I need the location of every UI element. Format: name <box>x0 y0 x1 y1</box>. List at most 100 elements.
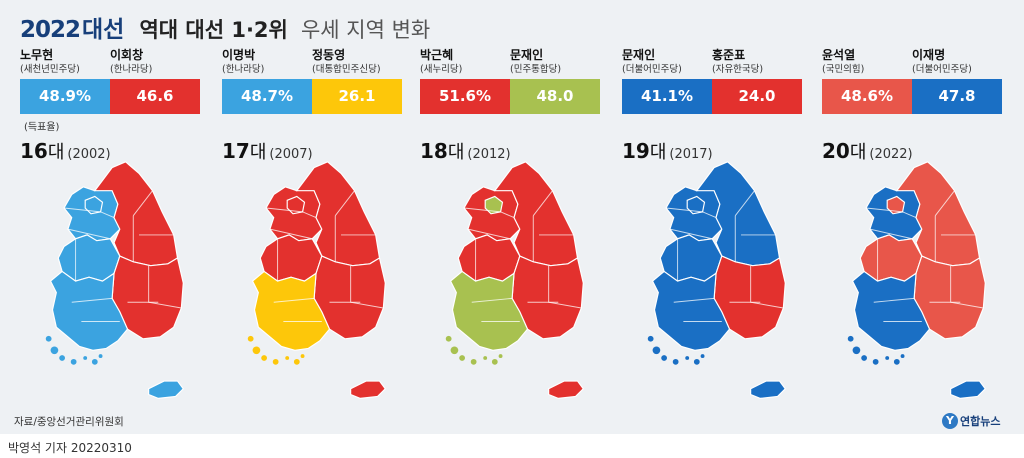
island <box>685 356 690 360</box>
island <box>852 346 861 355</box>
island <box>861 355 867 361</box>
island <box>247 335 254 342</box>
infographic-card: 2022대선 역대 대선 1·2위 우세 지역 변화 노무현 (새천년민주당) 이회… <box>0 0 1024 434</box>
korea-map-svg <box>247 161 387 399</box>
island <box>470 358 477 365</box>
second-vote-bar: 24.0 <box>712 79 802 114</box>
district-border <box>265 207 317 219</box>
election-panel: 윤석열 (국민의힘) 이재명 (더불어민주당) 48.6% 47.8 20대 (2022) <box>822 48 1002 399</box>
candidate-name: 이재명 <box>912 48 946 62</box>
election-suffix: 대 <box>47 142 65 163</box>
island <box>498 354 503 358</box>
election-year: (2002) <box>67 147 111 162</box>
first-candidate: 이명박 (한나라당) <box>222 48 312 76</box>
first-vote-bar: 48.7% <box>222 79 312 114</box>
korea-map-svg <box>45 161 185 399</box>
election-number: 16 <box>20 139 48 163</box>
korea-map <box>30 158 200 408</box>
region-southwest <box>49 270 129 351</box>
district-border <box>873 297 915 303</box>
island <box>483 356 488 360</box>
election-label: 16대 (2002) <box>20 138 111 164</box>
candidate-party: (민주통합당) <box>510 64 562 75</box>
election-number: 19 <box>622 139 650 163</box>
candidate-name: 홍준표 <box>712 48 746 62</box>
vote-share-label: 41.1% <box>640 87 694 105</box>
island <box>83 356 88 360</box>
first-vote-bar: 51.6% <box>420 79 510 114</box>
first-candidate: 박근혜 (새누리당) <box>420 48 510 76</box>
island <box>647 335 654 342</box>
candidate-party: (더불어민주당) <box>912 64 972 75</box>
island <box>91 358 98 365</box>
district-border <box>673 297 715 303</box>
page-title: 2022대선 역대 대선 1·2위 우세 지역 변화 <box>20 10 430 43</box>
district-border <box>934 190 955 216</box>
source-label: 자료/중앙선거관리위원회 <box>14 416 124 428</box>
candidate-party: (국민의힘) <box>822 64 865 75</box>
island <box>872 358 879 365</box>
island <box>885 356 890 360</box>
region-central-west <box>859 234 923 282</box>
korea-map-svg <box>847 161 987 399</box>
title-main: 역대 대선 1·2위 <box>139 18 288 42</box>
second-candidate: 정동영 (대통합민주신당) <box>312 48 402 76</box>
vote-share-label: 48.9% <box>38 87 92 105</box>
island <box>491 358 498 365</box>
island <box>661 355 667 361</box>
district-border <box>865 207 917 219</box>
island <box>450 346 459 355</box>
second-vote-bar: 46.6 <box>110 79 200 114</box>
vote-share-label: 48.6% <box>840 87 894 105</box>
election-year: (2017) <box>669 147 713 162</box>
region-jeju <box>950 380 987 399</box>
korea-map <box>430 158 600 408</box>
district-border <box>71 297 113 303</box>
vote-share-bars: 41.1% 24.0 <box>622 79 802 114</box>
korea-map <box>632 158 802 408</box>
island <box>700 354 705 358</box>
first-candidate: 노무현 (새천년민주당) <box>20 48 110 76</box>
first-vote-bar: 41.1% <box>622 79 712 114</box>
candidate-name: 문재인 <box>510 48 544 62</box>
second-vote-bar: 26.1 <box>312 79 402 114</box>
candidate-name: 정동영 <box>312 48 346 62</box>
district-border <box>471 297 513 303</box>
election-number: 17 <box>222 139 250 163</box>
island <box>98 354 103 358</box>
election-label: 20대 (2022) <box>822 138 913 164</box>
candidate-name: 문재인 <box>622 48 656 62</box>
vote-share-label: 47.8 <box>938 87 976 105</box>
vote-share-label: 48.0 <box>536 87 574 105</box>
election-suffix: 대 <box>649 142 667 163</box>
second-candidate: 홍준표 (자유한국당) <box>712 48 802 76</box>
island <box>50 346 59 355</box>
island <box>45 335 52 342</box>
candidate-party: (새천년민주당) <box>20 64 80 75</box>
title-daeseon: 대선 <box>82 17 125 43</box>
candidate-party: (더불어민주당) <box>622 64 682 75</box>
island <box>900 354 905 358</box>
island <box>272 358 279 365</box>
election-panel: 노무현 (새천년민주당) 이회창 (한나라당) 48.9% 46.6 16대 (2002) <box>20 48 200 399</box>
region-southwest <box>449 270 529 351</box>
candidate-name: 윤석열 <box>822 48 856 62</box>
candidate-name: 이명박 <box>222 48 256 62</box>
election-suffix: 대 <box>249 142 267 163</box>
election-panel: 이명박 (한나라당) 정동영 (대통합민주신당) 48.7% 26.1 17대 (2007) <box>222 48 402 399</box>
region-jeju <box>350 380 387 399</box>
logo-icon: Y <box>942 412 958 429</box>
vote-share-bars: 48.6% 47.8 <box>822 79 1002 114</box>
logo-text: 연합뉴스 <box>960 414 1001 428</box>
vote-share-bars: 48.7% 26.1 <box>222 79 402 114</box>
election-suffix: 대 <box>849 142 867 163</box>
election-suffix: 대 <box>447 142 465 163</box>
region-jeju <box>548 380 585 399</box>
korea-map <box>832 158 1002 408</box>
election-year: (2022) <box>869 147 913 162</box>
candidate-party: (한나라당) <box>222 64 265 75</box>
election-number: 20 <box>822 139 850 163</box>
candidate-party: (대통합민주신당) <box>312 64 381 75</box>
vote-share-bars: 48.9% 46.6 <box>20 79 200 114</box>
district-border <box>63 207 115 219</box>
